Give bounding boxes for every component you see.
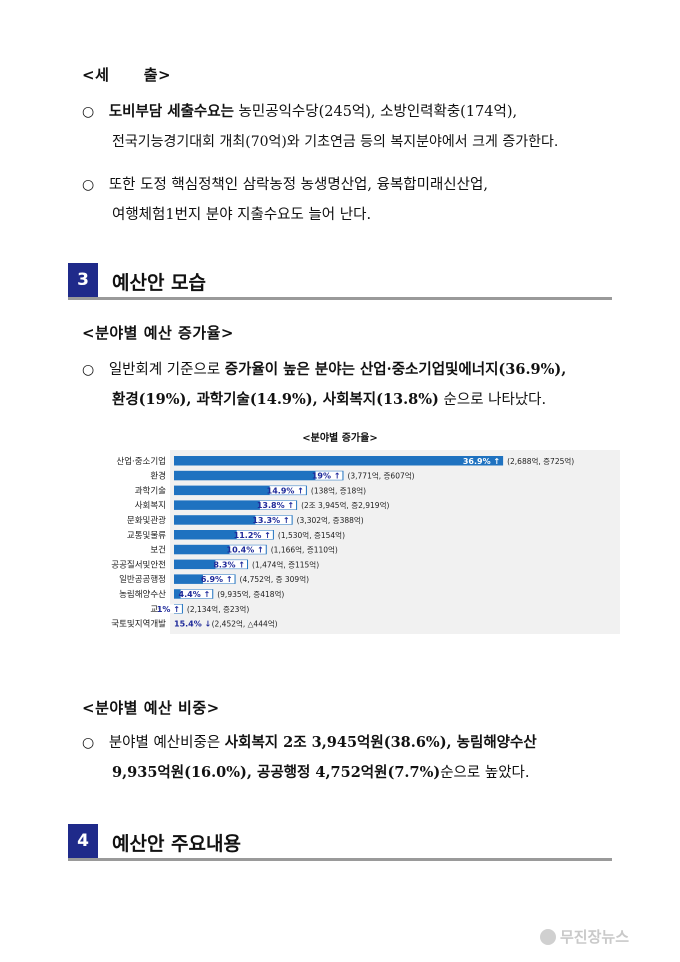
- category-label: 교육: [150, 605, 166, 615]
- category-label: 농림해양수산: [119, 589, 166, 600]
- value-note: (1,166억, 증110억): [271, 546, 338, 555]
- value-label: 14.9% ↑: [267, 486, 304, 495]
- watermark-text: 무진장뉴스: [560, 928, 630, 946]
- share-paragraph: ○ 분야별 예산비중은 사회복지 2조 3,945억원(38.6%), 농림해양…: [82, 728, 642, 788]
- tax-paragraph-2: ○ 또한 도정 핵심정책인 삼락농정 농생명산업, 융복합미래신산업, 여행체험…: [82, 170, 642, 230]
- increase-heading: <분야별 예산 증가율>: [82, 324, 234, 342]
- value-note: (3,771억, 증607억): [347, 472, 414, 481]
- increase-l2-text: 순으로 나타났다.: [438, 392, 547, 408]
- value-note: (2조 3,945억, 증2,919억): [301, 501, 389, 510]
- share-l2-bold: 9,935억원(16.0%), 공공행정 4,752억원(7.7%): [112, 764, 441, 781]
- category-label: 교통및물류: [127, 530, 166, 541]
- tax-p1-line2: 전국기능경기대회 개최(70억)와 기초연금 등의 복지분야에서 크게 증가한다…: [112, 134, 559, 150]
- value-label-bg: [202, 574, 235, 584]
- value-label: 15.4% ↓: [174, 620, 211, 629]
- watermark: 무진장뉴스: [540, 926, 629, 947]
- bar: [174, 544, 267, 555]
- value-label-bg: [269, 486, 306, 495]
- increase-l2-bold: 환경(19%), 과학기술(14.9%), 사회복지(13.8%): [112, 391, 439, 408]
- chart-title: <분야별 증가율>: [302, 433, 378, 444]
- value-label-bg: [159, 604, 182, 613]
- bar: [174, 500, 298, 510]
- tax-heading: <세 출>: [82, 66, 172, 84]
- bar: [174, 485, 307, 496]
- value-label: 36.9% ↑: [463, 457, 500, 466]
- value-note: (4,752억, 증 309억): [240, 575, 310, 584]
- tax-p2-line1: 또한 도정 핵심정책인 삼락농정 농생명산업, 융복합미래신산업,: [108, 177, 488, 193]
- value-label: 10.4% ↑: [227, 546, 264, 555]
- value-note: (1,530억, 증154억): [278, 531, 345, 540]
- share-l1-bold: 사회복지 2조 3,945억원(38.6%), 농림해양수산: [224, 734, 537, 751]
- increase-rate-bar-chart: 산업·중소기업 36.9% ↑ (2,688억, 증725억) 환경 19% ↑ (3,7…: [111, 450, 620, 634]
- bar: [174, 515, 293, 525]
- category-label: 국토및지역개발: [111, 619, 166, 630]
- value-label-bg: [180, 589, 213, 599]
- share-l1-text: 분야별 예산비중은: [108, 735, 225, 751]
- share-heading: <분야별 예산 비중>: [82, 699, 220, 717]
- value-label-bg: [229, 545, 266, 554]
- value-label-bg: [259, 500, 297, 510]
- bullet-icon: ○: [82, 362, 95, 378]
- value-label: 1% ↑: [157, 605, 180, 614]
- value-label: 13.8% ↑: [257, 501, 294, 510]
- value-label-bg: [255, 515, 292, 525]
- value-label: 6.9% ↑: [201, 575, 233, 584]
- value-note: (2,134억, 증23억): [187, 605, 249, 614]
- section-4-number: 4: [68, 824, 98, 858]
- increase-paragraph: ○ 일반회계 기준으로 증가율이 높은 분야는 산업·중소기업및에너지(36.9…: [82, 355, 642, 415]
- tax-p1-text: 농민공익수당(245억), 소방인력확충(174억),: [233, 104, 518, 120]
- category-label: 환경: [150, 471, 166, 482]
- increase-l1-text: 일반회계 기준으로: [108, 362, 225, 378]
- value-label: 8.3% ↑: [213, 560, 245, 569]
- category-label: 공공질서및안전: [111, 559, 166, 570]
- tax-p1-bold: 도비부담 세출수요는: [108, 103, 234, 120]
- value-label-bg: [465, 456, 503, 465]
- value-label-bg: [215, 560, 248, 569]
- value-note: (1,474억, 증115억): [252, 560, 319, 569]
- bar: [174, 559, 249, 570]
- bar: [174, 456, 504, 466]
- category-label: 보건: [150, 545, 166, 556]
- value-note: (2,688억, 증725억): [507, 457, 574, 466]
- value-label: 19% ↑: [312, 472, 341, 481]
- bullet-icon: ○: [82, 177, 95, 193]
- watermark-logo-icon: [540, 928, 556, 945]
- bullet-icon: ○: [82, 735, 95, 751]
- category-label: 과학기술: [135, 485, 166, 496]
- section-3-number: 3: [68, 263, 98, 297]
- share-l2-text: 순으로 높았다.: [440, 765, 530, 781]
- value-note: (138억, 증18억): [311, 486, 366, 495]
- bar: [174, 530, 274, 540]
- tax-p2-line2: 여행체험1번지 분야 지출수요도 늘어 난다.: [112, 207, 372, 223]
- bar: [174, 470, 344, 481]
- category-label: 사회복지: [135, 501, 166, 511]
- category-label: 산업·중소기업: [116, 456, 166, 467]
- value-note: (3,302억, 증388억): [297, 516, 364, 525]
- bullet-icon: ○: [82, 104, 95, 120]
- increase-l1-bold: 증가율이 높은 분야는 산업·중소기업및에너지(36.9%),: [224, 361, 567, 378]
- value-label: 13.3% ↑: [252, 516, 289, 525]
- section-4-rule: [68, 858, 612, 861]
- value-label-bg: [315, 471, 343, 480]
- value-note: (9,935억, 증418억): [217, 590, 284, 599]
- value-note: (2,452억, △444억): [212, 620, 278, 629]
- value-label: 4.4% ↑: [179, 590, 211, 599]
- tax-paragraph-1: ○ 도비부담 세출수요는 농민공익수당(245억), 소방인력확충(174억),…: [82, 97, 642, 157]
- value-label-bg: [236, 530, 273, 539]
- section-3-rule: [68, 297, 612, 300]
- section-4-title: 예산안 주요내용: [112, 833, 241, 855]
- section-3-title: 예산안 모습: [112, 272, 207, 294]
- category-label: 일반공공행정: [119, 574, 166, 585]
- category-label: 문화및관광: [127, 515, 166, 526]
- value-label: 11.2% ↑: [234, 531, 271, 540]
- chart-panel: [170, 450, 620, 634]
